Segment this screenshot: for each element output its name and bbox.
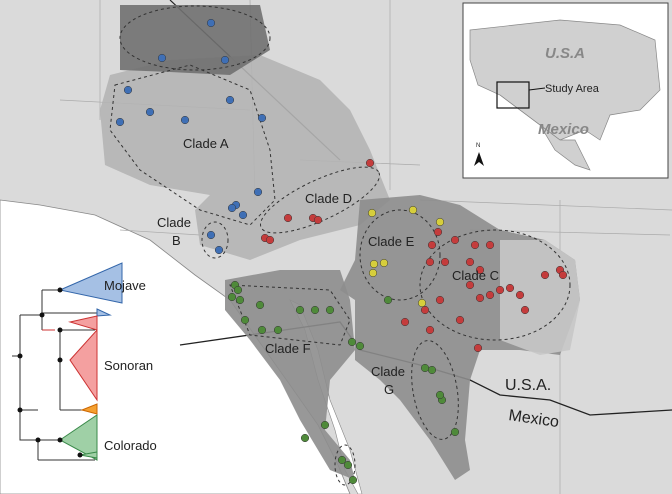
sample-point xyxy=(465,257,475,267)
sample-point xyxy=(325,305,335,315)
sample-point xyxy=(475,265,485,275)
sample-point xyxy=(433,227,443,237)
sample-point xyxy=(115,117,125,127)
clade-label: Clade C xyxy=(452,268,499,283)
sample-point xyxy=(313,215,323,225)
sample-point xyxy=(310,305,320,315)
sample-point xyxy=(367,208,377,218)
group-label: Sonoran xyxy=(104,358,153,373)
clade-label: G xyxy=(384,382,394,397)
sample-point xyxy=(455,315,465,325)
sample-point xyxy=(558,270,568,280)
country-label: Mexico xyxy=(507,407,560,431)
sample-point xyxy=(505,283,515,293)
sample-point xyxy=(206,18,216,28)
sample-point xyxy=(475,293,485,303)
north-label: N xyxy=(476,143,480,149)
clade-label: B xyxy=(172,233,181,248)
sample-point xyxy=(180,115,190,125)
inset-map: Study Area U.S.A Mexico N xyxy=(462,2,669,179)
sample-point xyxy=(420,363,430,373)
sample-point xyxy=(347,337,357,347)
sample-point xyxy=(450,235,460,245)
clade-label: Clade xyxy=(157,215,191,230)
clade-label: Clade F xyxy=(265,341,311,356)
sample-point xyxy=(425,325,435,335)
sample-point xyxy=(470,240,480,250)
clade-outlines xyxy=(109,5,571,486)
sample-point xyxy=(265,235,275,245)
sample-point xyxy=(369,259,379,269)
sample-point xyxy=(257,325,267,335)
sample-point xyxy=(273,325,283,335)
clade-label: Clade A xyxy=(183,136,229,151)
sample-point xyxy=(495,285,505,295)
country-label: U.S.A. xyxy=(505,377,551,394)
sample-point xyxy=(145,107,155,117)
sample-point xyxy=(420,305,430,315)
clade-label: Clade D xyxy=(305,191,352,206)
inset-label: Mexico xyxy=(538,121,589,138)
sample-point xyxy=(253,187,263,197)
sample-point xyxy=(365,158,375,168)
sample-point xyxy=(450,427,460,437)
sample-point xyxy=(348,475,358,485)
sample-point xyxy=(520,305,530,315)
sample-point xyxy=(435,390,445,400)
sample-point xyxy=(206,230,216,240)
sample-point xyxy=(355,341,365,351)
clade-label: Clade E xyxy=(368,234,415,249)
sample-point xyxy=(238,210,248,220)
sample-point xyxy=(235,295,245,305)
clade-range xyxy=(120,5,270,75)
sample-point xyxy=(408,205,418,215)
sample-point xyxy=(379,258,389,268)
sample-point xyxy=(227,203,237,213)
sample-point xyxy=(368,268,378,278)
sample-point xyxy=(485,290,495,300)
sample-point xyxy=(225,95,235,105)
sample-point xyxy=(214,245,224,255)
sample-point xyxy=(383,295,393,305)
group-label: Mojave xyxy=(104,278,146,293)
sample-point xyxy=(540,270,550,280)
clade-label: Clade xyxy=(371,364,405,379)
clade-a-range xyxy=(100,55,390,260)
sample-point xyxy=(435,217,445,227)
sample-point xyxy=(227,292,237,302)
sample-point xyxy=(473,343,483,353)
sample-point xyxy=(240,315,250,325)
sample-point xyxy=(427,240,437,250)
sample-point xyxy=(320,420,330,430)
phylogeny xyxy=(12,262,123,461)
sample-point xyxy=(337,455,347,465)
sample-point xyxy=(400,317,410,327)
sample-point xyxy=(427,365,437,375)
sample-point xyxy=(283,213,293,223)
sample-point xyxy=(123,85,133,95)
sample-point xyxy=(485,240,495,250)
sample-point xyxy=(425,257,435,267)
sample-point xyxy=(157,53,167,63)
inset-label: Study Area xyxy=(545,83,600,95)
sample-point xyxy=(300,433,310,443)
sample-points xyxy=(115,18,568,485)
sample-point xyxy=(435,295,445,305)
sample-point xyxy=(440,257,450,267)
sample-point xyxy=(257,113,267,123)
sample-point xyxy=(220,55,230,65)
sample-point xyxy=(417,298,427,308)
sample-point xyxy=(343,460,353,470)
sample-point xyxy=(233,285,243,295)
sample-point xyxy=(465,280,475,290)
group-label: Colorado xyxy=(104,438,157,453)
sample-point xyxy=(515,290,525,300)
inset-label: U.S.A xyxy=(545,45,585,62)
sample-point xyxy=(255,300,265,310)
sample-point xyxy=(295,305,305,315)
